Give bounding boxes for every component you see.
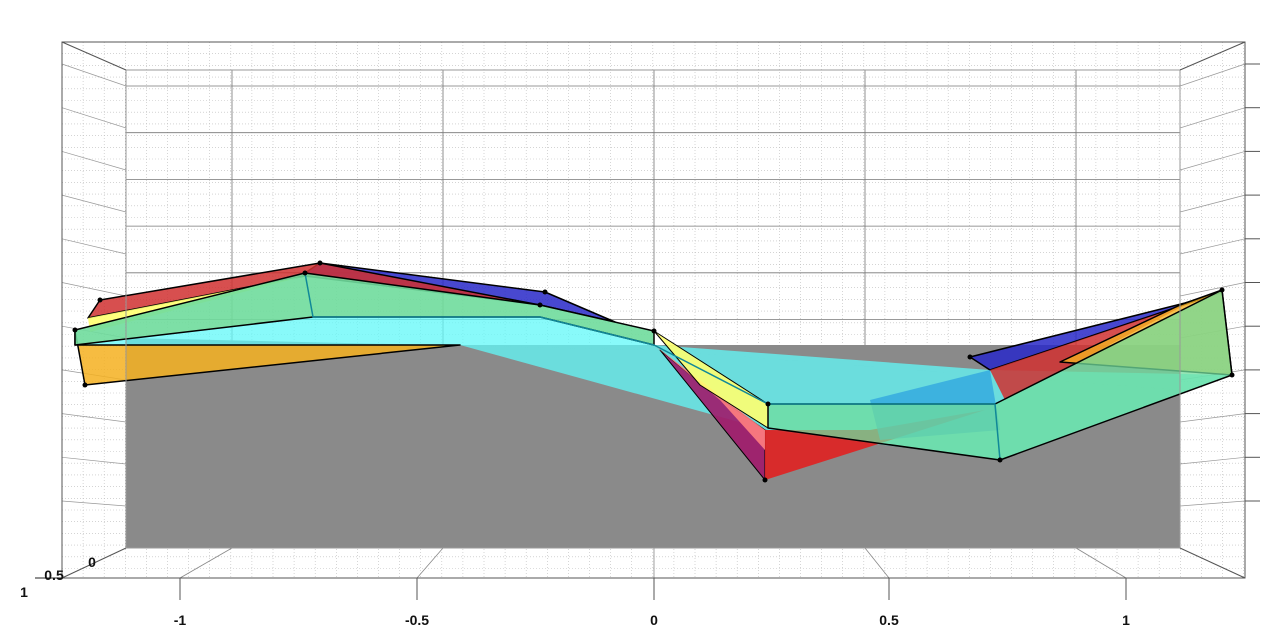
vertex-marker — [1219, 287, 1225, 293]
grid-line — [61, 63, 127, 87]
grid-line — [1179, 194, 1246, 213]
vertex-marker — [302, 270, 308, 276]
grid-line — [61, 413, 127, 423]
x-tick-label: -0.5 — [405, 612, 429, 628]
grid-line — [61, 151, 127, 171]
grid-line — [1179, 456, 1246, 465]
grid-line — [1179, 63, 1246, 87]
grid-line — [1179, 500, 1246, 507]
patches — [74, 262, 1233, 481]
vertices — [72, 260, 1235, 483]
vertex-marker — [765, 401, 771, 407]
vertex-marker — [82, 382, 88, 388]
ticks — [179, 63, 1260, 600]
vertex-marker — [97, 297, 103, 303]
vertex-marker — [1229, 372, 1235, 378]
grid-line — [1179, 238, 1246, 255]
vertex-marker — [537, 302, 543, 308]
x-tick-label: 1 — [1122, 612, 1130, 628]
vertex-marker — [72, 327, 78, 333]
grid-line — [61, 238, 127, 255]
grid-line — [61, 107, 127, 129]
grid-line — [1075, 547, 1127, 579]
grid-line — [1179, 151, 1246, 171]
vertex-marker — [651, 328, 657, 334]
grid-line — [179, 547, 233, 579]
vertex-marker — [997, 457, 1003, 463]
grid-line — [61, 282, 127, 297]
grid-line — [61, 456, 127, 465]
x-tick-label: 0.5 — [879, 612, 899, 628]
grid-line — [1179, 282, 1246, 297]
y-tick-label: 0 — [88, 554, 96, 570]
grid-line — [61, 500, 127, 507]
vertex-marker — [967, 354, 973, 360]
edge-cyan — [304, 272, 1001, 461]
vertex-marker — [317, 260, 323, 266]
grid-line — [61, 194, 127, 213]
y-tick-label: 1 — [20, 584, 28, 600]
grid-line — [1179, 107, 1246, 129]
vertex-marker — [542, 289, 548, 295]
vertex-marker — [762, 477, 768, 483]
x-tick-label: 0 — [650, 612, 658, 628]
x-tick-label: -1 — [174, 612, 187, 628]
grid-line — [1179, 413, 1246, 423]
y-tick-label: 0.5 — [44, 567, 64, 583]
grid-line — [864, 547, 890, 579]
grid-line — [416, 547, 444, 579]
